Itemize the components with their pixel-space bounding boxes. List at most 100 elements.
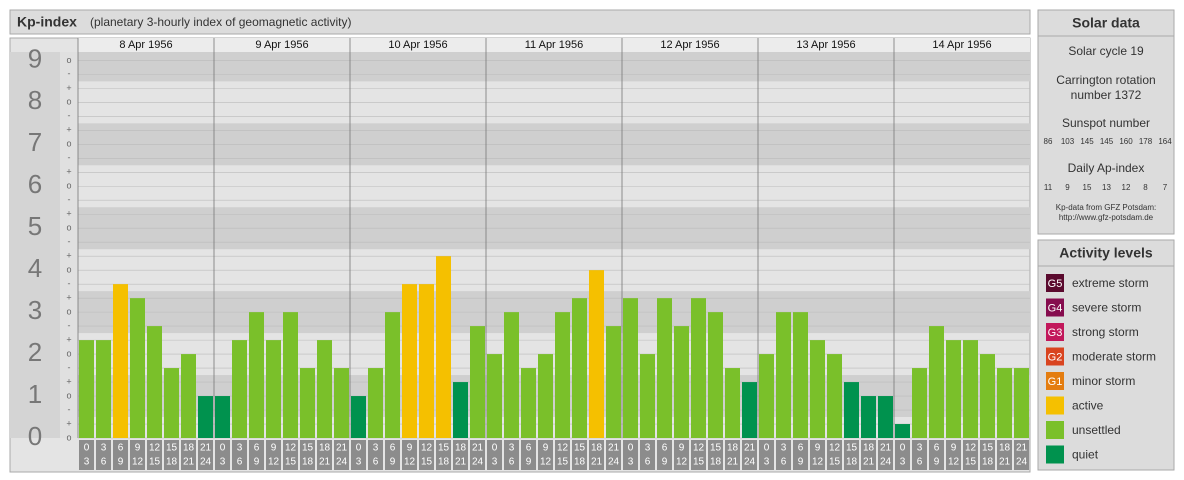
ap-value: 11 (1044, 183, 1053, 192)
legend-label: quiet (1072, 448, 1099, 462)
ap-value: 13 (1102, 183, 1111, 192)
interval-box (810, 440, 825, 470)
interval-box (147, 440, 162, 470)
interval-end: 9 (934, 457, 940, 468)
y-subtick-label: + (66, 209, 71, 219)
interval-box (861, 440, 876, 470)
interval-end: 6 (509, 457, 515, 468)
legend-heading: Activity levels (1059, 245, 1153, 261)
bar (555, 312, 570, 438)
bar (640, 354, 655, 438)
bar (504, 312, 519, 438)
interval-box (538, 440, 553, 470)
legend-swatch (1046, 421, 1064, 439)
interval-box (640, 440, 655, 470)
interval-end: 12 (676, 457, 688, 468)
bar (487, 354, 502, 438)
bar (725, 368, 740, 438)
bar (657, 298, 672, 438)
interval-end: 18 (438, 457, 450, 468)
interval-box (657, 440, 672, 470)
interval-box (844, 440, 859, 470)
interval-start: 3 (917, 443, 923, 454)
interval-start: 3 (781, 443, 787, 454)
y-subtick-label: + (66, 418, 71, 428)
interval-box (130, 440, 145, 470)
bar (912, 368, 927, 438)
interval-end: 9 (798, 457, 804, 468)
interval-box (300, 440, 315, 470)
y-subtick-label: o (66, 181, 71, 191)
legend-label: active (1072, 399, 1104, 413)
interval-start: 21 (880, 443, 892, 454)
bar (470, 326, 485, 438)
interval-start: 21 (336, 443, 348, 454)
bar (385, 312, 400, 438)
interval-box (1014, 440, 1029, 470)
y-subtick-label: - (68, 279, 71, 289)
interval-start: 9 (815, 443, 821, 454)
interval-end: 9 (118, 457, 124, 468)
interval-end: 6 (373, 457, 379, 468)
interval-end: 24 (608, 457, 620, 468)
y-tick-label: 2 (28, 337, 42, 367)
bar (793, 312, 808, 438)
bar (79, 340, 94, 438)
y-subtick-label: o (66, 432, 71, 442)
bar (980, 354, 995, 438)
chart-subtitle: (planetary 3-hourly index of geomagnetic… (90, 15, 351, 29)
bar (1014, 368, 1029, 438)
legend-label: severe storm (1072, 301, 1141, 315)
ap-value: 7 (1163, 183, 1168, 192)
carrington: Carrington rotation (1056, 73, 1155, 87)
bar (164, 368, 179, 438)
bar (895, 424, 910, 438)
interval-box (776, 440, 791, 470)
legend-badge: G5 (1048, 278, 1063, 290)
source: Kp-data from GFZ Potsdam: (1056, 203, 1156, 212)
interval-box (589, 440, 604, 470)
interval-end: 3 (492, 457, 498, 468)
interval-box (555, 440, 570, 470)
interval-box (827, 440, 842, 470)
interval-end: 9 (526, 457, 532, 468)
interval-box (521, 440, 536, 470)
y-tick-label: 0 (28, 421, 42, 451)
bar (436, 256, 451, 438)
carrington: number 1372 (1071, 88, 1142, 102)
bar (96, 340, 111, 438)
bar (810, 340, 825, 438)
interval-start: 9 (951, 443, 957, 454)
bar (130, 298, 145, 438)
axis-column (10, 52, 60, 438)
interval-start: 0 (628, 443, 634, 454)
bar (776, 312, 791, 438)
bar (419, 284, 434, 438)
header-row (78, 38, 1030, 52)
interval-box (232, 440, 247, 470)
interval-end: 9 (662, 457, 668, 468)
interval-box (504, 440, 519, 470)
y-subtick-label: - (68, 320, 71, 330)
legend-badge: G4 (1048, 302, 1063, 314)
interval-end: 18 (166, 457, 178, 468)
legend-badge: G2 (1048, 351, 1063, 363)
interval-start: 12 (149, 443, 161, 454)
y-subtick-label: o (66, 223, 71, 233)
day-label: 14 Apr 1956 (932, 39, 991, 51)
interval-start: 9 (135, 443, 141, 454)
interval-box (164, 440, 179, 470)
legend-badge: G3 (1048, 327, 1063, 339)
interval-start: 21 (1016, 443, 1028, 454)
interval-start: 21 (200, 443, 212, 454)
bar (861, 396, 876, 438)
interval-end: 24 (200, 457, 212, 468)
y-tick-label: 6 (28, 169, 42, 199)
day-label: 11 Apr 1956 (525, 39, 584, 51)
interval-end: 24 (1016, 457, 1028, 468)
sunspot-value: 103 (1061, 137, 1075, 146)
interval-box (351, 440, 366, 470)
interval-start: 12 (829, 443, 841, 454)
interval-start: 6 (662, 443, 668, 454)
